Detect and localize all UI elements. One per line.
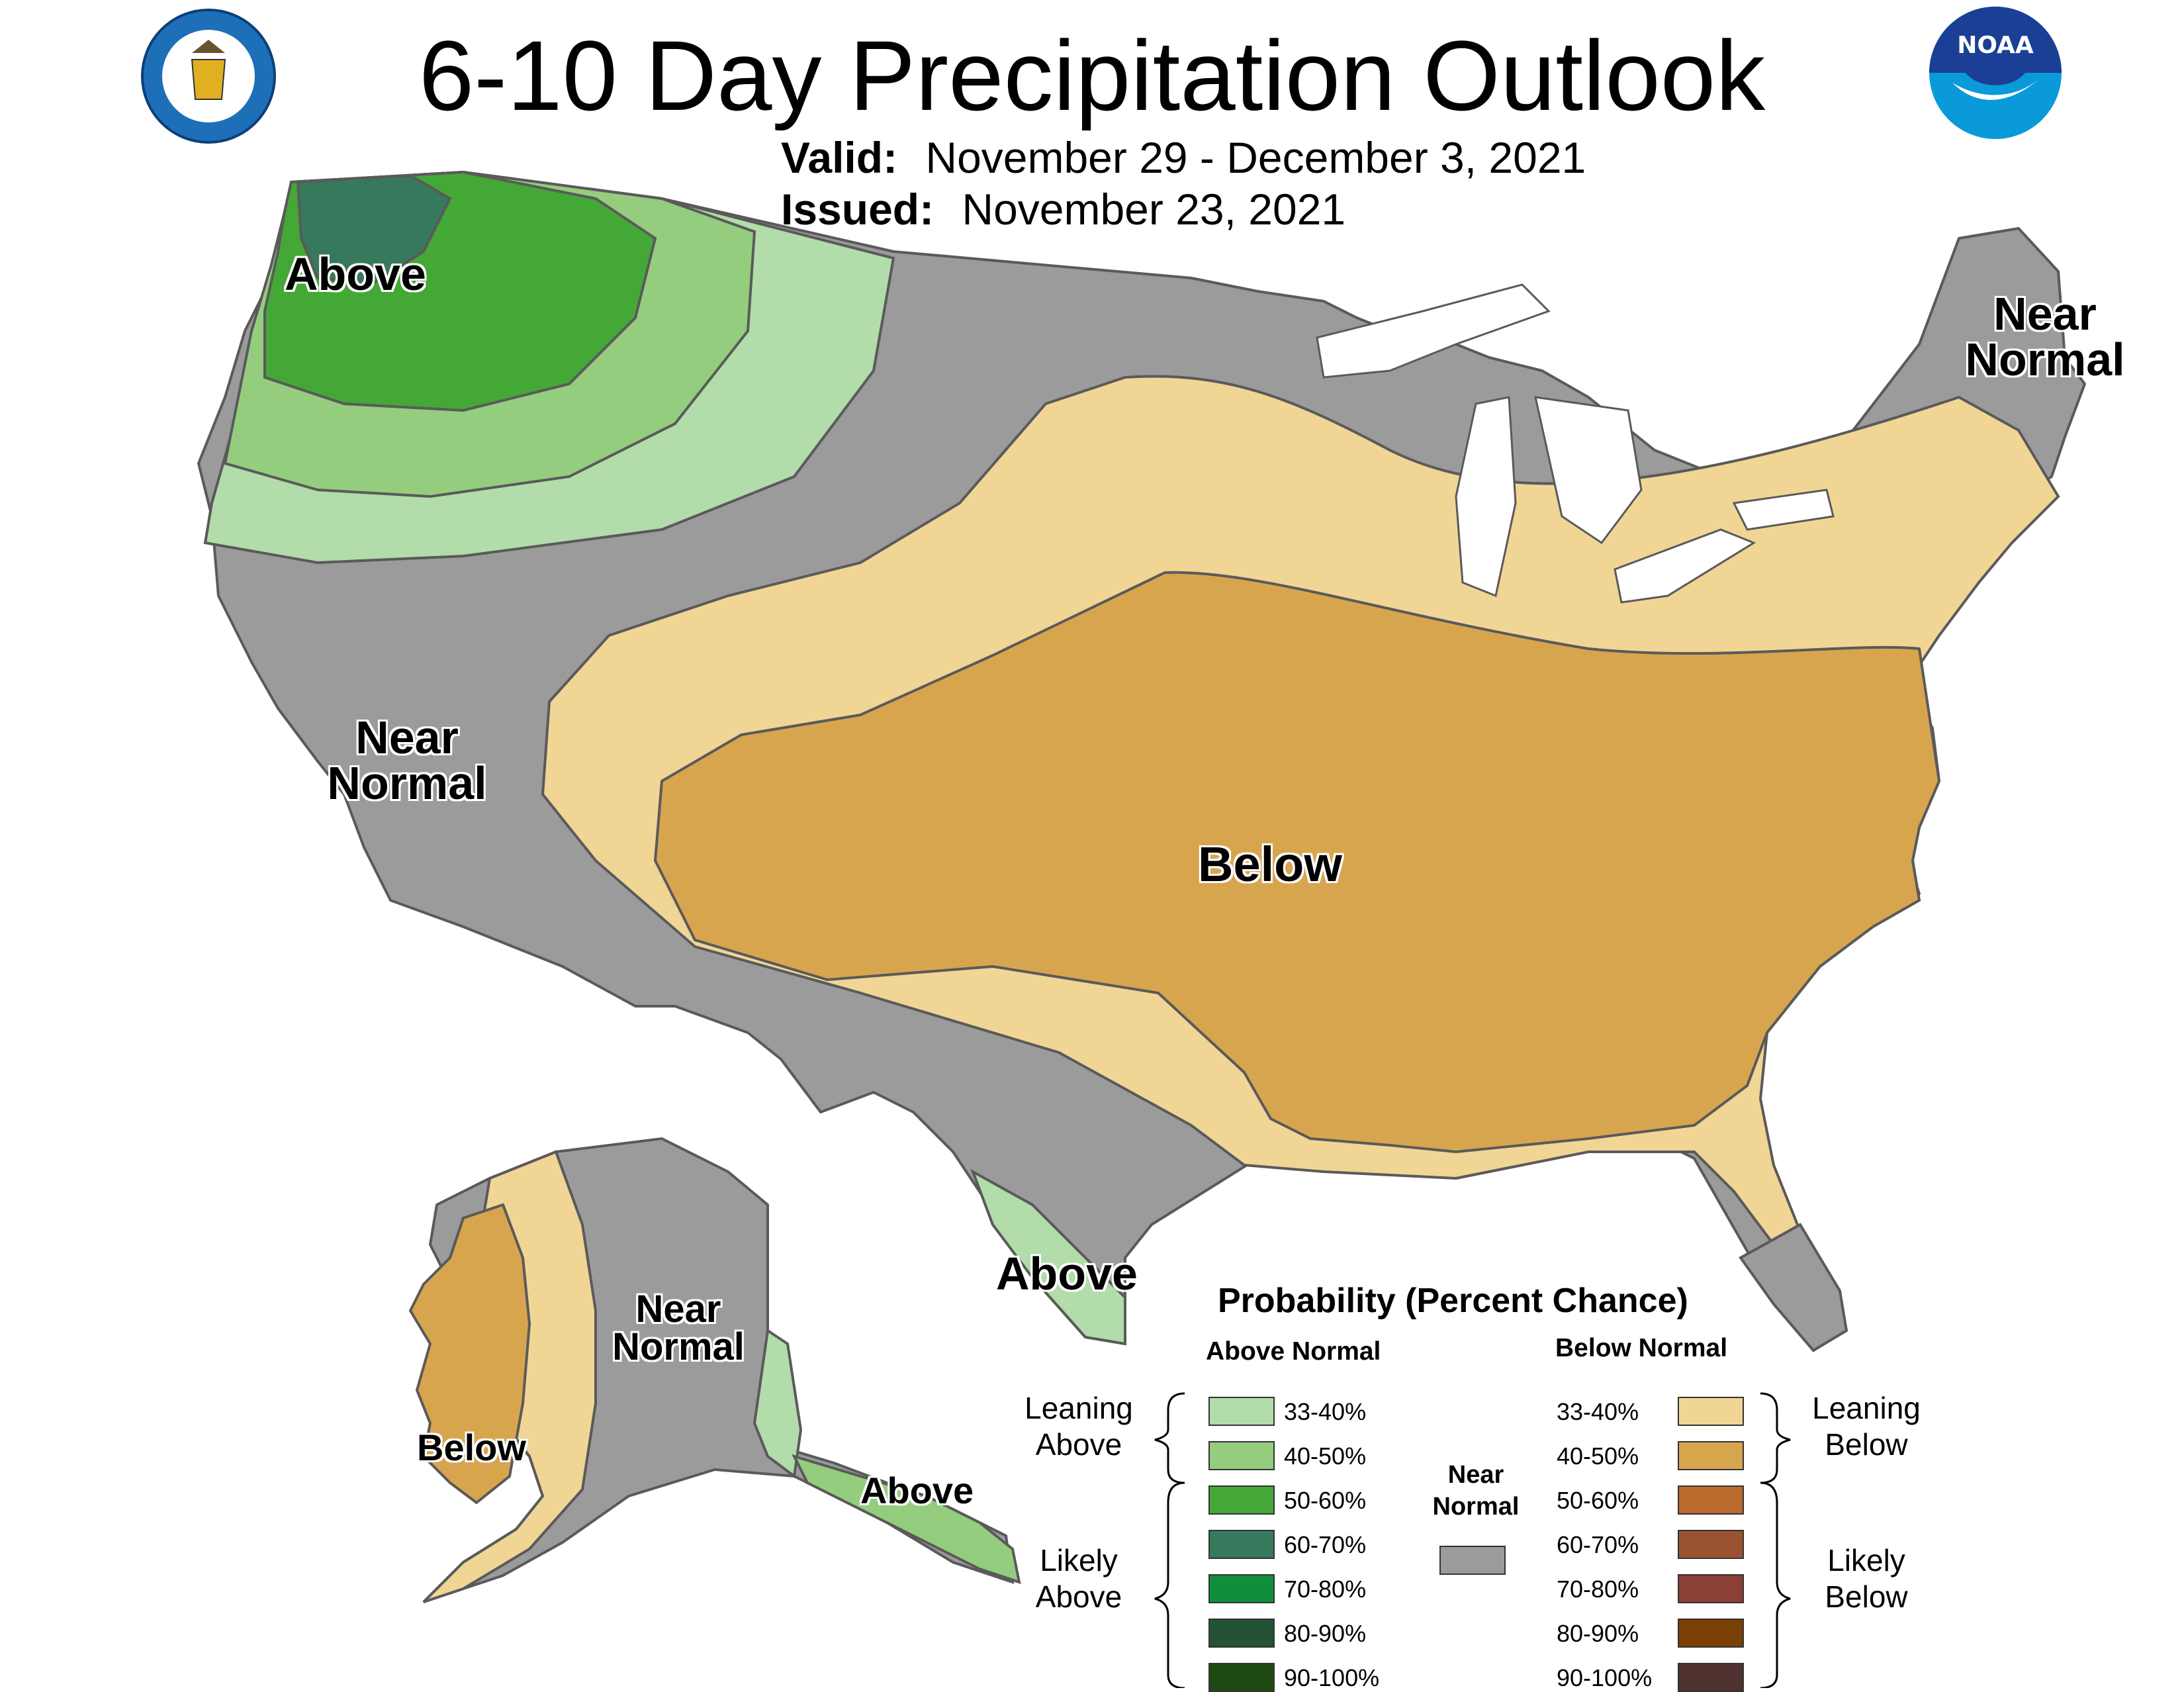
legend-near-header-line1: Near [1447,1461,1504,1489]
legend-above-label: 50-60% [1284,1487,1367,1514]
issued-value: November 23, 2021 [962,185,1346,234]
issued-date: Issued: November 23, 2021 [781,184,1345,234]
legend-above-label: 90-100% [1284,1664,1380,1691]
legend-above-label: 40-50% [1284,1442,1367,1470]
label-ne-near-normal: Near Normal [1959,291,2131,382]
legend-likely-above-line2: Above [1035,1579,1122,1615]
florida-near-region [1739,1223,1848,1352]
alaska-below-40-50-region [408,1203,531,1505]
label-west-near-line1: Near [355,712,459,763]
legend-leaning-below: Leaning Below [1800,1390,1933,1463]
lake-erie [1614,528,1756,604]
label-west-near-normal: Near Normal [311,712,503,809]
texas-above-region [970,1168,1126,1346]
above-60-70-region [296,173,452,287]
legend-leaning-above: Leaning Above [1019,1390,1138,1463]
legend-above-label: 70-80% [1284,1575,1367,1603]
legend-leaning-above-line2: Above [1035,1427,1122,1462]
legend-near-swatch [1439,1546,1506,1575]
label-ak-near-line1: Near [635,1288,721,1331]
legend-above-swatch [1208,1663,1275,1692]
map-title: 6-10 Day Precipitation Outlook [418,20,1766,131]
noaa-logo: NOAA [1929,7,2062,139]
legend-above-swatch [1208,1574,1275,1603]
legend-below-swatch [1678,1441,1744,1470]
noaa-logo-text: NOAA [1957,32,2034,59]
legend-likely-below-line2: Below [1825,1579,1908,1615]
alaska-above-region [752,1328,803,1479]
legend-title: Probability (Percent Chance) [1218,1282,1688,1320]
lake-michigan [1455,396,1517,598]
label-nw-above: Above [285,248,426,300]
lake-huron [1534,396,1643,545]
legend-above-swatch [1208,1619,1275,1648]
legend-below-label: 90-100% [1557,1664,1653,1691]
legend-below-label: 50-60% [1557,1487,1639,1514]
label-ne-near-line1: Near [1993,288,2097,340]
alaska-panhandle-above-region [792,1454,1021,1584]
legend-leaning-below-line2: Below [1825,1427,1908,1462]
label-center-below: Below [1198,837,1342,892]
legend-below-swatch [1678,1485,1744,1515]
legend-near-header: Near Normal [1423,1460,1529,1523]
legend-below-swatch [1678,1574,1744,1603]
legend-above-header: Above Normal [1206,1337,1381,1366]
label-ak-above: Above [860,1470,974,1511]
valid-dates: Valid: November 29 - December 3, 2021 [781,132,1586,183]
legend-below-header: Below Normal [1555,1334,1728,1362]
legend-below-swatch [1678,1397,1744,1426]
label-ak-below: Below [417,1427,526,1468]
label-ne-near-line2: Normal [1965,333,2125,385]
issued-label: Issued: [781,185,934,234]
legend-below-label: 33-40% [1557,1398,1639,1425]
commerce-seal-logo [141,9,276,144]
legend-above-label: 80-90% [1284,1620,1367,1647]
legend-below-label: 70-80% [1557,1575,1639,1603]
valid-value: November 29 - December 3, 2021 [925,133,1586,182]
legend-above-swatch [1208,1441,1275,1470]
legend-likely-below-line1: Likely [1827,1543,1905,1577]
legend-near-header-line2: Normal [1432,1492,1520,1521]
legend-above-swatch [1208,1530,1275,1559]
valid-label: Valid: [781,133,898,182]
legend-likely-below: Likely Below [1800,1542,1933,1615]
legend-below-label: 40-50% [1557,1442,1639,1470]
label-ak-near-line2: Normal [612,1325,745,1368]
legend-above-label: 60-70% [1284,1531,1367,1558]
lake-ontario [1732,489,1835,531]
legend-below-label: 80-90% [1557,1620,1639,1647]
legend-above-label: 33-40% [1284,1398,1367,1425]
legend-leaning-above-line1: Leaning [1024,1391,1133,1425]
legend-below-swatch [1678,1530,1744,1559]
legend-likely-above: Likely Above [1019,1542,1138,1615]
legend-below-swatch [1678,1619,1744,1648]
label-texas-above: Above [996,1248,1138,1299]
label-ak-near-normal: Near Normal [602,1288,754,1368]
label-west-near-line2: Normal [327,757,487,809]
legend-above-swatch [1208,1397,1275,1426]
below-40-50-region [653,571,1941,1154]
legend-likely-above-line1: Likely [1040,1543,1118,1577]
legend-leaning-below-line1: Leaning [1812,1391,1921,1425]
legend-above-swatch [1208,1485,1275,1515]
lake-superior [1316,283,1551,379]
legend-below-label: 60-70% [1557,1531,1639,1558]
legend-below-swatch [1678,1663,1744,1692]
